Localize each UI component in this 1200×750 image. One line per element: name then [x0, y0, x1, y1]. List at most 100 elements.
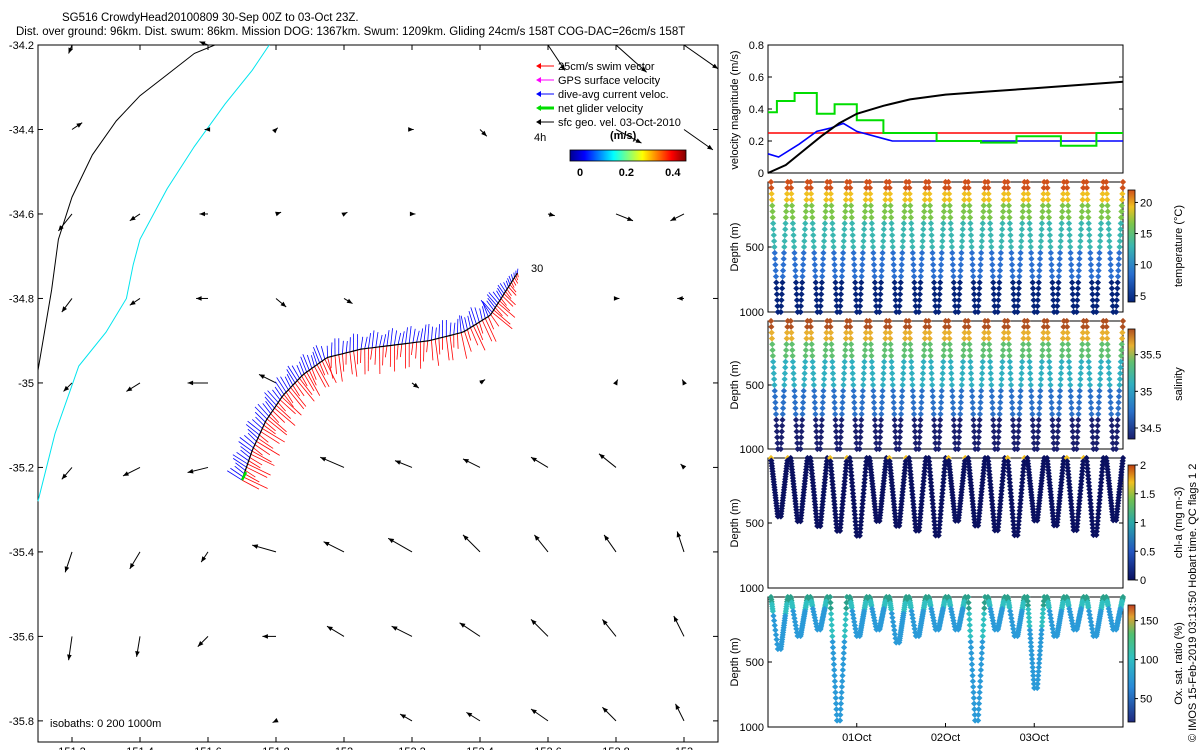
dac-vector — [252, 419, 263, 429]
temperature-point — [957, 261, 964, 268]
geostrophic-vectors — [58, 41, 719, 724]
swim-vector — [449, 335, 454, 361]
dac-vector — [371, 330, 375, 348]
temperature-point — [969, 255, 976, 262]
geo-vector-head — [613, 379, 618, 386]
swim-vectors — [241, 273, 519, 490]
geo-vector-shaft — [615, 44, 647, 73]
geo-vector — [408, 127, 414, 132]
geo-vector-head — [272, 718, 279, 723]
temperature-point — [891, 273, 898, 280]
dac-vector — [460, 315, 465, 332]
dac-vectors — [227, 268, 519, 481]
swim-vector — [327, 357, 334, 379]
geo-vector — [67, 636, 73, 661]
temperature-point — [996, 267, 1004, 274]
geo-vector-head — [459, 622, 466, 628]
geo-vector — [680, 463, 687, 470]
map-xtick-label: 152 — [335, 746, 353, 750]
map-ytick-label: -35.4 — [9, 547, 34, 559]
geo-vector — [129, 213, 141, 222]
salinity-colorbar — [1127, 328, 1136, 440]
swim-vector — [249, 457, 263, 466]
dac-vector — [247, 428, 259, 439]
isobath-1000m — [37, 44, 215, 371]
geo-vector-head — [602, 707, 608, 713]
temperature-point — [910, 267, 917, 274]
dac-vector — [342, 340, 344, 354]
dac-vector — [238, 441, 253, 452]
geo-vector — [462, 458, 481, 468]
temperature-point — [988, 255, 996, 262]
swim-vector — [246, 466, 268, 478]
dac-vector — [496, 290, 502, 299]
geo-vector — [272, 718, 279, 724]
geo-vector — [602, 706, 617, 722]
dac-vector — [482, 306, 486, 319]
temperature-point — [938, 261, 945, 268]
geo-vector — [399, 713, 413, 722]
isobath-label: isobaths: 0 200 1000m — [50, 718, 161, 730]
speed-colorbar — [569, 149, 687, 162]
map-xtick-label: 151.8 — [262, 746, 290, 750]
dac-vector — [300, 356, 308, 373]
swim-vector — [514, 277, 519, 284]
oxygen-xtick-label: 03Oct — [1020, 732, 1049, 744]
geo-vector-head — [479, 379, 486, 385]
swim-vector — [260, 431, 280, 444]
geo-vector — [673, 615, 685, 637]
temperature-point — [917, 267, 925, 274]
map-xtick-label: 151.6 — [194, 746, 222, 750]
dac-vector — [419, 328, 424, 342]
salinity-colorbar-label: salinity — [1173, 367, 1185, 401]
geo-vector — [262, 634, 276, 639]
temperature-point — [950, 267, 957, 274]
geo-vector — [61, 467, 73, 480]
dac-vector — [497, 284, 505, 295]
swim-vector — [253, 447, 263, 456]
temperature-point — [819, 261, 826, 268]
temperature-point — [1016, 273, 1023, 280]
swim-vector — [496, 305, 509, 317]
swim-vector — [384, 345, 388, 358]
dac-vector — [227, 470, 243, 481]
geo-vector — [466, 711, 481, 722]
geo-vector — [615, 44, 647, 73]
dac-vector — [296, 365, 303, 377]
temperature-point — [772, 267, 779, 274]
dac-vector — [234, 465, 245, 474]
temperature-cbtick-label: 15 — [1140, 229, 1152, 241]
oxygen-colorbar — [1127, 604, 1136, 723]
swim-vector — [506, 289, 512, 296]
swim-vector — [434, 339, 440, 366]
geo-vector-head — [391, 626, 398, 631]
geo-vector-head — [275, 211, 282, 217]
dac-vector — [382, 334, 387, 347]
swim-vector — [281, 396, 302, 416]
dac-vector — [468, 310, 474, 326]
chla-cbtick-label: 2 — [1140, 460, 1146, 472]
chla-cbtick-label: 1 — [1140, 518, 1146, 530]
velocity-ytick-label: 0.2 — [749, 136, 764, 148]
geo-vector — [326, 625, 345, 637]
temperature-point — [831, 267, 838, 274]
temperature-point — [949, 255, 956, 262]
temperature-point — [950, 273, 957, 280]
geo-vector — [323, 541, 345, 553]
geo-vector — [598, 453, 617, 468]
temperature-point — [918, 261, 925, 268]
geo-vector — [547, 44, 566, 71]
velocity-lines — [767, 80, 1124, 174]
geo-vector-head — [408, 127, 414, 132]
dac-vector — [240, 449, 251, 458]
dac-vector — [306, 354, 313, 369]
swim-vector — [241, 479, 260, 490]
geo-vector — [530, 456, 549, 468]
temperature-point — [780, 261, 787, 268]
temperature-point — [792, 267, 799, 274]
temperature-point — [779, 267, 787, 274]
swim-vector — [266, 418, 288, 436]
swim-vector — [248, 460, 261, 469]
swim-vector — [426, 340, 429, 353]
swim-vector — [353, 350, 358, 377]
